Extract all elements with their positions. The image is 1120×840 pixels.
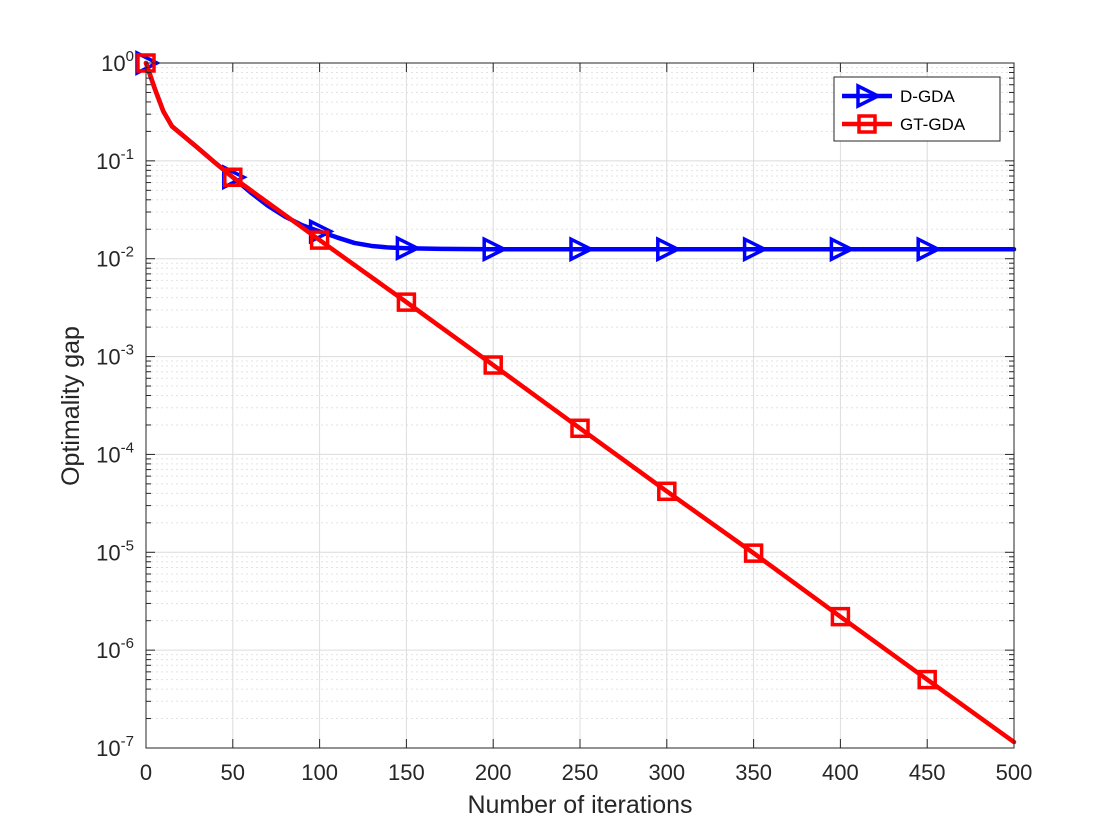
x-tick-label: 200 [475,760,512,785]
x-tick-label: 400 [822,760,859,785]
y-tick-label: 10-5 [96,537,134,565]
tick-marks [145,62,1015,749]
legend-label: GT-GDA [900,115,966,134]
data-point-marker [657,481,677,502]
data-point-marker [743,543,764,563]
x-axis-label: Number of iterations [467,791,692,819]
series-line [143,60,1017,745]
data-point-marker [482,236,509,263]
data-point-marker [656,236,682,263]
legend-marker [857,114,877,134]
data-point-marker [829,236,856,263]
x-tick-label: 500 [996,760,1033,785]
y-tick-label: 100 [101,48,134,76]
x-tick-label: 450 [909,760,946,785]
data-point-marker [569,236,595,263]
legend: D-GDA GT-GDA [833,76,1001,142]
series-layer [135,50,1017,745]
data-point-marker [917,669,937,690]
x-tick-labels: 0 50 100 150 200 250 300 350 400 450 500 [140,760,1032,785]
data-point-marker [395,235,422,262]
y-tick-label: 10-3 [96,342,134,370]
x-tick-label: 350 [735,760,772,785]
legend-label: D-GDA [900,87,955,106]
x-tick-label: 150 [388,760,425,785]
data-point-marker [916,236,943,263]
data-point-marker [742,236,769,263]
data-point-marker [309,230,330,250]
series-gt-gda [136,53,1017,745]
y-tick-label: 10-4 [96,439,134,467]
data-point-marker [483,355,503,375]
x-tick-label: 100 [301,760,338,785]
x-tick-label: 0 [140,760,152,785]
y-tick-labels: 10-7 10-6 10-5 10-4 10-3 10-2 10-1 100 [96,48,134,761]
y-tick-label: 10-7 [96,733,134,761]
x-tick-label: 300 [648,760,685,785]
data-point-marker [830,606,851,627]
y-tick-label: 10-2 [96,244,134,272]
x-tick-label: 50 [221,760,245,785]
y-axis-label: Optimality gap [57,326,85,486]
y-tick-label: 10-1 [96,146,134,174]
legend-marker [856,83,882,109]
data-point-marker [396,292,417,312]
y-tick-label: 10-6 [96,635,134,663]
data-point-marker [570,418,590,439]
data-point-marker [223,167,243,187]
x-tick-label: 250 [562,760,599,785]
